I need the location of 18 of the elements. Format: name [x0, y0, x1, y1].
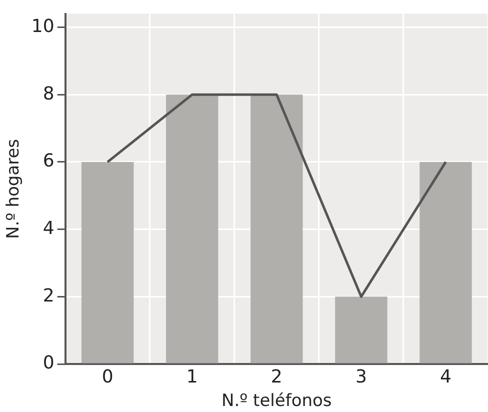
y-tick-label: 2	[42, 285, 54, 306]
x-tick-label: 0	[102, 366, 114, 388]
x-tick-label: 1	[186, 366, 198, 388]
x-axis-title: N.º teléfonos	[222, 391, 332, 412]
bar	[166, 94, 218, 364]
y-tick-label: 8	[42, 83, 54, 104]
x-tick-label: 4	[440, 366, 452, 388]
y-tick-label: 6	[42, 150, 54, 172]
y-tick-label: 4	[42, 218, 54, 239]
y-tick-label: 10	[31, 16, 54, 37]
bar	[335, 296, 388, 364]
bar	[250, 94, 303, 364]
y-axis-title: N.º hogares	[4, 138, 24, 239]
bar	[81, 162, 134, 364]
x-tick-label: 3	[355, 366, 367, 388]
x-tick-label: 2	[270, 366, 282, 388]
bar	[420, 162, 472, 364]
y-tick-label: 0	[42, 352, 54, 374]
